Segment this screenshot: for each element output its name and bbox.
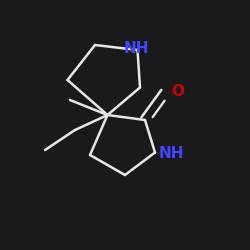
Text: NH: NH	[124, 41, 149, 56]
Text: O: O	[171, 84, 184, 99]
Text: NH: NH	[158, 146, 184, 161]
